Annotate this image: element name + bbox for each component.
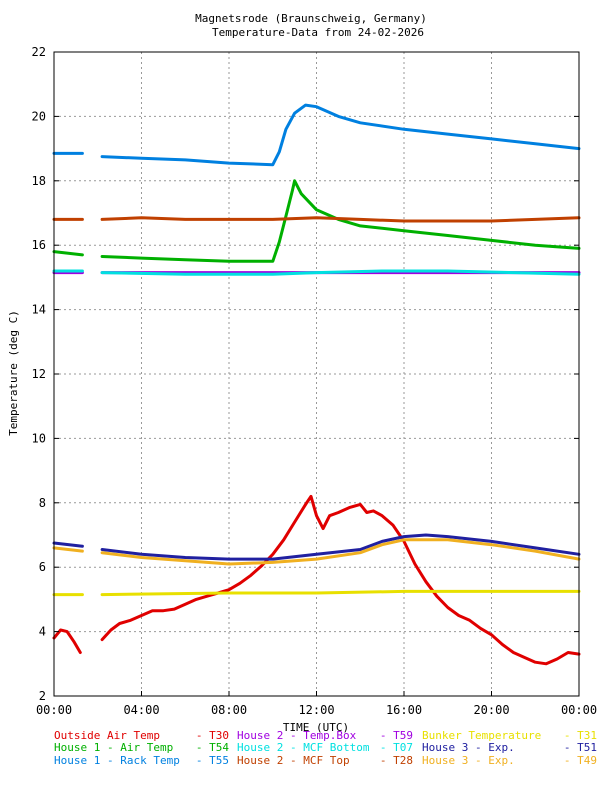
legend-name: House 1 - Air Temp <box>54 741 173 754</box>
y-tick-label: 4 <box>39 625 46 639</box>
series-5 <box>52 216 581 223</box>
legend-item: House 3 - Exp. - T51 <box>422 741 597 754</box>
legend-code: - T59 <box>380 729 413 742</box>
legend-item: House 1 - Rack Temp - T55 <box>54 754 229 767</box>
x-tick-label: 20:00 <box>473 703 509 717</box>
y-tick-label: 22 <box>32 45 46 59</box>
legend-name: House 1 - Rack Temp <box>54 754 180 767</box>
series-6 <box>52 589 581 597</box>
series-line <box>100 216 581 223</box>
y-tick-labels: 2 4 6 8 10 12 14 16 18 20 22 <box>32 45 579 703</box>
series-line <box>100 538 581 566</box>
legend: Outside Air Temp - T30 House 1 - Air Temp -… <box>54 729 597 767</box>
series-line <box>100 103 581 167</box>
series-2 <box>52 103 581 167</box>
legend-name: House 3 - Exp. <box>422 741 515 754</box>
legend-name: House 2 - MCF Top <box>237 754 350 767</box>
series-line <box>52 250 84 257</box>
series-line <box>52 546 84 553</box>
legend-code: - T55 <box>196 754 229 767</box>
x-tick-label: 00:00 <box>561 703 597 717</box>
x-axis-label: TIME (UTC) <box>283 721 349 734</box>
series-line <box>100 589 581 597</box>
legend-code: - T31 <box>564 729 597 742</box>
x-tick-label: 04:00 <box>123 703 159 717</box>
y-tick-label: 18 <box>32 174 46 188</box>
series-4 <box>52 269 581 276</box>
x-tick-label: 12:00 <box>298 703 334 717</box>
series-line <box>100 179 581 263</box>
legend-code: - T30 <box>196 729 229 742</box>
series-line <box>100 269 581 276</box>
series-line <box>100 494 581 666</box>
legend-item: House 2 - Temp.Box - T59 <box>237 729 413 742</box>
series-8 <box>52 538 581 566</box>
y-tick-label: 6 <box>39 560 46 574</box>
y-tick-label: 20 <box>32 109 46 123</box>
x-tick-label: 16:00 <box>386 703 422 717</box>
series-line <box>52 541 84 548</box>
legend-item: House 1 - Air Temp - T54 <box>54 741 229 754</box>
chart-title: Magnetsrode (Braunschweig, Germany) <box>195 12 427 25</box>
series-0 <box>52 494 581 666</box>
y-tick-label: 12 <box>32 367 46 381</box>
legend-item: Bunker Temperature - T31 <box>422 729 597 742</box>
legend-name: Bunker Temperature <box>422 729 541 742</box>
legend-item: House 2 - MCF Bottom - T07 <box>237 741 413 754</box>
legend-name: House 2 - Temp.Box <box>237 729 357 742</box>
legend-code: - T54 <box>196 741 229 754</box>
legend-item: House 3 - Exp. - T49 <box>422 754 597 767</box>
x-tick-label: 08:00 <box>211 703 247 717</box>
y-tick-label: 14 <box>32 303 46 317</box>
x-tick-label: 00:00 <box>36 703 72 717</box>
y-tick-label: 10 <box>32 431 46 445</box>
legend-code: - T51 <box>564 741 597 754</box>
series-7 <box>52 533 581 561</box>
legend-code: - T28 <box>380 754 413 767</box>
series-line <box>52 628 82 654</box>
legend-code: - T49 <box>564 754 597 767</box>
y-tick-label: 2 <box>39 689 46 703</box>
y-tick-label: 16 <box>32 238 46 252</box>
chart-subtitle: Temperature-Data from 24-02-2026 <box>212 26 424 39</box>
series-line <box>100 533 581 561</box>
legend-name: House 2 - MCF Bottom <box>237 741 370 754</box>
y-tick-label: 8 <box>39 496 46 510</box>
legend-name: House 3 - Exp. <box>422 754 515 767</box>
grid <box>54 52 579 696</box>
x-tick-labels: 00:00 04:00 08:00 12:00 16:00 20:00 00:00 <box>36 691 597 717</box>
legend-code: - T07 <box>380 741 413 754</box>
legend-item: Outside Air Temp - T30 <box>54 729 229 742</box>
y-axis-label: Temperature (deg C) <box>7 310 20 436</box>
series-lines <box>52 103 581 666</box>
legend-item: House 2 - MCF Top - T28 <box>237 754 413 767</box>
series-1 <box>52 179 581 263</box>
legend-name: Outside Air Temp <box>54 729 160 742</box>
